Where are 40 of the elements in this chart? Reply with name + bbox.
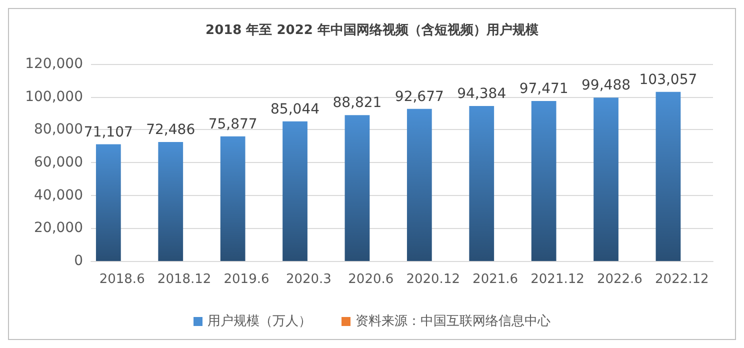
x-tick-label: 2021.6 bbox=[472, 272, 518, 287]
bar bbox=[158, 142, 184, 261]
x-tick-label: 2020.12 bbox=[406, 272, 460, 287]
bar bbox=[531, 100, 556, 261]
chart-title: 2018 年至 2022 年中国网络视频（含短视频）用户规模 bbox=[206, 22, 538, 38]
bar bbox=[406, 108, 432, 261]
y-tick-label: 40,000 bbox=[34, 187, 83, 204]
x-tick-label: 2021.12 bbox=[530, 272, 584, 287]
data-label: 94,384 bbox=[457, 86, 506, 102]
x-tick-label: 2022.12 bbox=[655, 272, 709, 287]
bar bbox=[469, 106, 494, 261]
data-label: 88,821 bbox=[332, 95, 382, 112]
bar bbox=[344, 115, 370, 261]
legend-label: 资料来源：中国互联网络信息中心 bbox=[356, 313, 550, 329]
data-label: 75,877 bbox=[208, 116, 258, 132]
y-tick-label: 0 bbox=[74, 253, 83, 269]
x-tick-label: 2019.6 bbox=[224, 272, 270, 287]
y-tick-label: 100,000 bbox=[25, 88, 83, 105]
data-label: 97,471 bbox=[519, 80, 568, 97]
x-tick-label: 2018.6 bbox=[99, 272, 145, 287]
y-tick-label: 80,000 bbox=[34, 122, 83, 138]
x-tick-label: 2020.3 bbox=[286, 272, 332, 287]
data-label: 92,677 bbox=[394, 88, 444, 105]
x-tick-label: 2020.6 bbox=[348, 272, 394, 287]
bar bbox=[220, 136, 246, 261]
legend-label: 用户规模（万人） bbox=[208, 314, 312, 329]
y-tick-label: 20,000 bbox=[34, 220, 83, 236]
bar bbox=[656, 92, 681, 261]
bar bbox=[282, 121, 308, 261]
data-label: 85,044 bbox=[270, 101, 320, 118]
x-tick-label: 2022.6 bbox=[596, 272, 642, 287]
data-label: 99,488 bbox=[582, 78, 631, 94]
data-label: 71,107 bbox=[84, 124, 133, 140]
y-tick-label: 120,000 bbox=[25, 56, 83, 72]
y-tick-label: 60,000 bbox=[34, 154, 83, 170]
x-tick-label: 2018.12 bbox=[157, 272, 212, 287]
bar bbox=[96, 144, 121, 261]
data-label: 72,486 bbox=[146, 122, 196, 138]
data-label: 103,057 bbox=[639, 72, 698, 88]
bar bbox=[594, 98, 618, 261]
